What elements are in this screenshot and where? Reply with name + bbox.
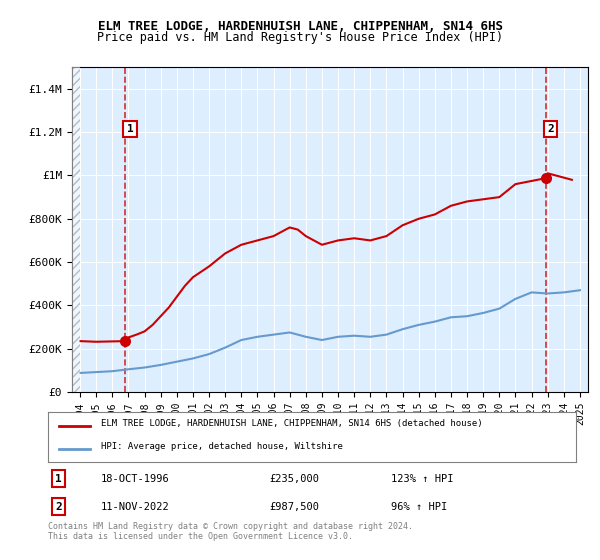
Text: £235,000: £235,000 (270, 474, 320, 484)
Text: £987,500: £987,500 (270, 502, 320, 512)
Text: ELM TREE LODGE, HARDENHUISH LANE, CHIPPENHAM, SN14 6HS (detached house): ELM TREE LODGE, HARDENHUISH LANE, CHIPPE… (101, 419, 482, 428)
Text: 1: 1 (55, 474, 62, 484)
Text: 2: 2 (547, 124, 554, 134)
Text: HPI: Average price, detached house, Wiltshire: HPI: Average price, detached house, Wilt… (101, 442, 343, 451)
Text: Price paid vs. HM Land Registry's House Price Index (HPI): Price paid vs. HM Land Registry's House … (97, 31, 503, 44)
Bar (72, 67, 80, 392)
Text: 1: 1 (127, 124, 134, 134)
Text: This data is licensed under the Open Government Licence v3.0.: This data is licensed under the Open Gov… (48, 532, 353, 541)
Text: 123% ↑ HPI: 123% ↑ HPI (391, 474, 454, 484)
Text: 11-NOV-2022: 11-NOV-2022 (101, 502, 170, 512)
Text: Contains HM Land Registry data © Crown copyright and database right 2024.: Contains HM Land Registry data © Crown c… (48, 522, 413, 531)
Text: ELM TREE LODGE, HARDENHUISH LANE, CHIPPENHAM, SN14 6HS: ELM TREE LODGE, HARDENHUISH LANE, CHIPPE… (97, 20, 503, 32)
Text: 18-OCT-1996: 18-OCT-1996 (101, 474, 170, 484)
Text: 2: 2 (55, 502, 62, 512)
Text: 96% ↑ HPI: 96% ↑ HPI (391, 502, 448, 512)
